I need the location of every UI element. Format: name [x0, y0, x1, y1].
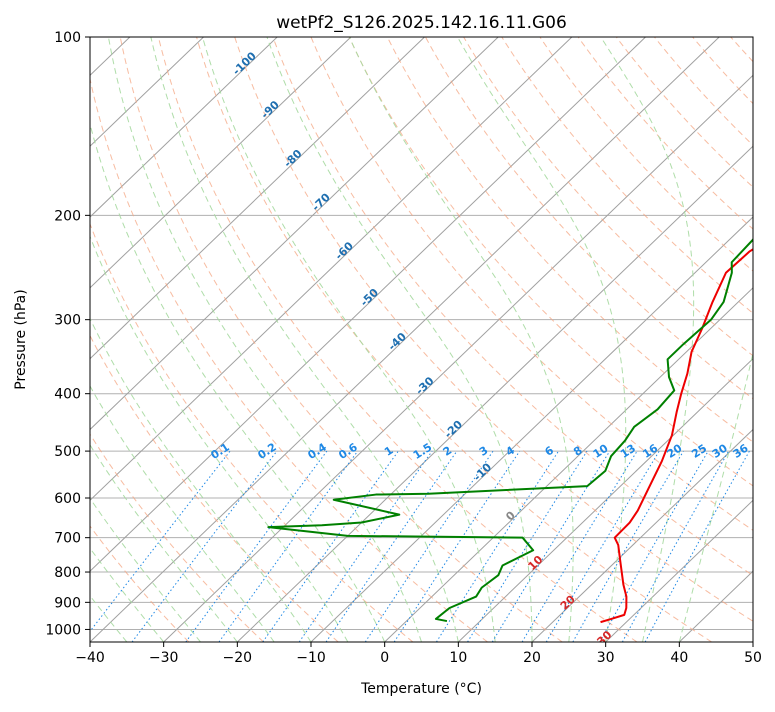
moist-adiabat-line — [678, 350, 753, 642]
grid-layer — [90, 37, 753, 642]
mixing-ratio-line — [325, 450, 458, 642]
x-tick-label: 30 — [597, 650, 615, 666]
isotherm-line — [531, 428, 753, 642]
isotherm-line — [163, 74, 753, 642]
mixing-ratio-line — [262, 450, 399, 642]
isotherm-line — [90, 37, 499, 431]
x-axis-title: Temperature (°C) — [360, 681, 482, 697]
series-layer — [267, 237, 753, 624]
mixing-ratio-line — [545, 450, 660, 642]
isotherm-line — [90, 37, 646, 572]
isotherm-line — [90, 37, 204, 147]
isotherm-line — [90, 37, 425, 360]
dry-adiabat-line — [234, 37, 753, 622]
y-tick-label: 900 — [54, 595, 81, 611]
mixing-ratio-line — [644, 450, 750, 642]
x-tick-label: −20 — [223, 650, 253, 666]
y-axis-title: Pressure (hPa) — [13, 289, 29, 389]
dry-adiabat-line — [310, 37, 753, 531]
mixing-ratio-line — [572, 450, 684, 642]
isotherm-line — [90, 37, 720, 642]
x-tick-label: −10 — [296, 650, 326, 666]
x-tick-label: 50 — [744, 650, 762, 666]
dry-adiabat-line — [90, 334, 339, 642]
dry-adiabat-line — [119, 37, 563, 642]
x-tick-label: 10 — [449, 650, 467, 666]
dry-adiabat-line — [90, 222, 414, 642]
plot-frame — [89, 36, 754, 643]
chart-title: wetPf2_S126.2025.142.16.11.G06 — [276, 13, 567, 33]
tick-layer: −40 −30 −20 −10 0 10 20 30 40 50 100 200 300 400 500 60… — [45, 30, 762, 666]
x-tick-label: 40 — [670, 650, 688, 666]
y-tick-label: 400 — [54, 387, 81, 403]
mixing-ratio-line — [90, 450, 231, 633]
mixing-ratio-line — [218, 450, 359, 642]
moist-adiabat-line — [90, 317, 312, 642]
y-tick-label: 600 — [54, 491, 81, 507]
isotherm-line — [90, 37, 352, 289]
x-tick-label: −40 — [75, 650, 105, 666]
dry-adiabat-line — [157, 37, 638, 642]
dry-adiabat-line — [90, 76, 488, 642]
dry-adiabat-line — [386, 37, 753, 443]
y-tick-label: 100 — [54, 30, 81, 46]
dry-adiabat-line — [539, 37, 753, 272]
isotherm-line — [236, 145, 753, 642]
isotherm-line — [90, 37, 278, 218]
mixing-ratio-line — [491, 450, 611, 642]
x-tick-label: 20 — [523, 650, 541, 666]
moist-adiabat-line — [90, 235, 349, 642]
isotherm-line — [457, 357, 753, 642]
isotherm-line — [90, 37, 573, 502]
mixing-ratio-line — [599, 450, 709, 642]
dry-adiabat-line — [654, 37, 753, 147]
dry-adiabat-line — [348, 37, 753, 487]
x-tick-label: −30 — [149, 650, 179, 666]
y-tick-label: 800 — [54, 565, 81, 581]
moist-adiabat-line — [107, 37, 422, 642]
dewpoint-profile-line — [267, 237, 753, 623]
y-tick-label: 1000 — [45, 622, 81, 638]
isotherm-line — [384, 287, 753, 642]
y-tick-label: 700 — [54, 531, 81, 547]
moist-adiabat-line — [90, 122, 386, 642]
dry-adiabat-line — [577, 37, 753, 230]
dry-adiabat-line — [463, 37, 753, 357]
mixing-ratio-line — [435, 450, 559, 642]
y-tick-label: 200 — [54, 208, 81, 224]
dry-adiabat-line — [90, 525, 190, 642]
dry-adiabat-line — [196, 37, 712, 642]
mixing-ratio-line — [621, 450, 730, 642]
moist-adiabat-line — [600, 37, 695, 642]
mixing-ratio-line — [521, 450, 638, 642]
moist-adiabat-line — [457, 37, 627, 642]
temperature-profile-line — [600, 248, 753, 624]
y-tick-label: 300 — [54, 313, 81, 329]
isotherm-line — [605, 499, 753, 642]
moist-adiabat-line — [202, 37, 496, 642]
moist-adiabat-line — [348, 37, 574, 642]
x-tick-label: 0 — [380, 650, 389, 666]
mixing-ratio-line — [467, 450, 588, 642]
y-tick-label: 500 — [54, 444, 81, 460]
